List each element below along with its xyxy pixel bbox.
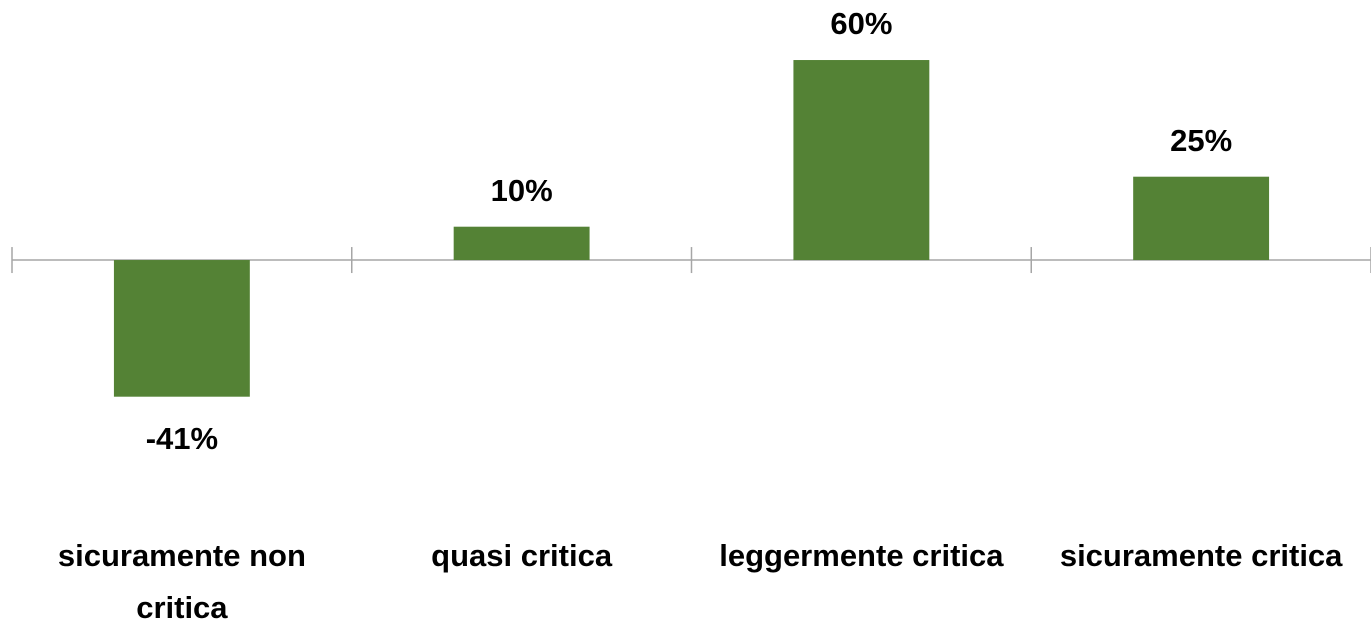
x-tick-label: quasi critica: [431, 538, 613, 573]
x-tick-label: sicuramente non critica: [57, 538, 306, 625]
data-label: 60%: [830, 6, 892, 41]
x-tick-label: leggermente critica: [719, 538, 1004, 573]
data-label: 10%: [491, 173, 553, 208]
data-label: -41%: [146, 421, 218, 456]
data-label: 25%: [1170, 123, 1232, 158]
bar: [1133, 176, 1270, 261]
bar: [113, 260, 250, 397]
x-tick-label: sicuramente critica: [1059, 538, 1343, 573]
bar: [793, 60, 930, 261]
bar: [453, 226, 590, 261]
